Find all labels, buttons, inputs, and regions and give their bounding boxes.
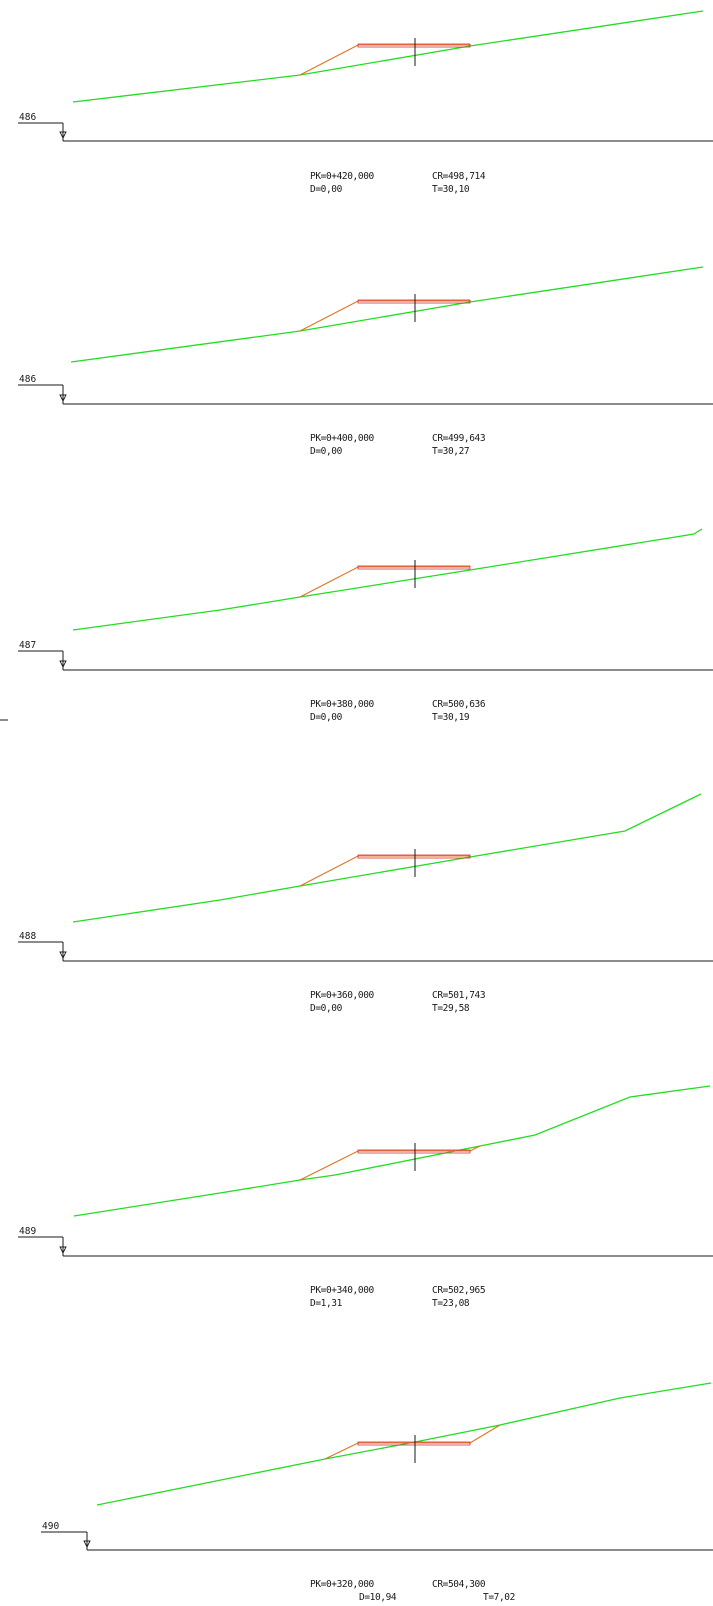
cr-label: CR=498,714: [432, 171, 486, 182]
cross-section: 487 PK=0+380,000 D=0,00 CR=500,636 T=30,…: [18, 529, 713, 723]
pk-label: PK=0+360,000: [310, 990, 375, 1001]
datum-label: 490: [42, 1521, 59, 1532]
cr-label: CR=504,300: [432, 1579, 486, 1590]
datum-label: 486: [19, 112, 36, 123]
cr-label: CR=500,636: [432, 699, 486, 710]
pk-label: PK=0+340,000: [310, 1285, 375, 1296]
terrain-line: [71, 267, 703, 362]
cross-section: 488 PK=0+360,000 D=0,00 CR=501,743 T=29,…: [18, 794, 713, 1014]
pk-label: PK=0+320,000: [310, 1579, 375, 1590]
d-label: D=1,31: [310, 1298, 343, 1309]
pk-label: PK=0+420,000: [310, 171, 375, 182]
t-label: T=23,08: [432, 1298, 470, 1309]
pk-label: PK=0+380,000: [310, 699, 375, 710]
terrain-line: [73, 529, 702, 630]
cross-section: 490 PK=0+320,000 D=10,94 CR=504,300 T=7,…: [41, 1383, 713, 1603]
t-label: T=30,10: [432, 184, 470, 195]
datum-label: 486: [19, 374, 36, 385]
pk-label: PK=0+400,000: [310, 433, 375, 444]
d-label: D=0,00: [310, 184, 343, 195]
datum-label: 489: [19, 1226, 36, 1237]
d-label: D=0,00: [310, 446, 343, 457]
cr-label: CR=502,965: [432, 1285, 485, 1296]
terrain-line: [73, 11, 703, 102]
datum-label: 487: [19, 640, 36, 651]
road-cut-slope: [300, 1146, 480, 1180]
terrain-line: [97, 1383, 711, 1505]
t-label: T=7,02: [483, 1592, 515, 1603]
t-label: T=29,58: [432, 1003, 470, 1014]
d-label: D=10,94: [359, 1592, 397, 1603]
cross-section: 489 PK=0+340,000 D=1,31 CR=502,965 T=23,…: [18, 1086, 713, 1309]
cr-label: CR=501,743: [432, 990, 485, 1001]
cross-section: 486 PK=0+420,000 D=0,00 CR=498,714 T=30,…: [18, 11, 713, 195]
t-label: T=30,27: [432, 446, 469, 457]
cr-label: CR=499,643: [432, 433, 485, 444]
datum-label: 488: [19, 931, 36, 942]
d-label: D=0,00: [310, 712, 343, 723]
cross-section: 486 PK=0+400,000 D=0,00 CR=499,643 T=30,…: [18, 267, 713, 457]
t-label: T=30,19: [432, 712, 470, 723]
d-label: D=0,00: [310, 1003, 343, 1014]
